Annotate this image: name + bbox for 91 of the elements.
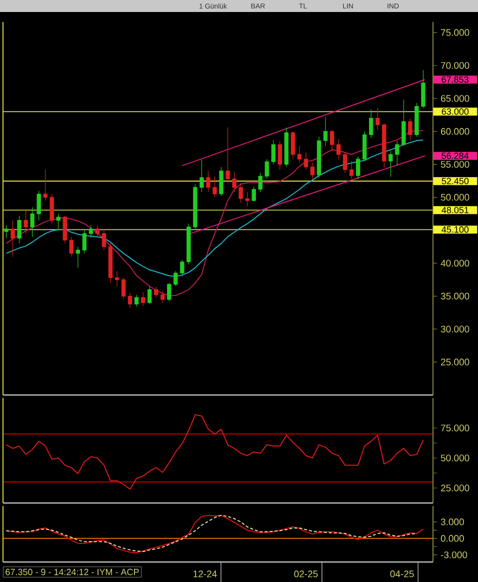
- y-tick-label: 35.000: [440, 292, 470, 300]
- annotation: 67.853: [442, 76, 468, 83]
- candlestick: [186, 223, 191, 265]
- candlestick: [102, 228, 106, 250]
- candlestick: [69, 236, 74, 257]
- ref-line-label: 45.100: [442, 226, 469, 233]
- candlestick: [278, 140, 282, 170]
- candlestick: [304, 152, 308, 170]
- candlestick: [128, 292, 132, 308]
- candlestick: [36, 190, 41, 221]
- candlestick: [193, 184, 198, 230]
- candlestick: [167, 282, 172, 302]
- candlestick: [376, 107, 380, 130]
- candlestick: [17, 215, 22, 244]
- candlestick: [232, 172, 236, 192]
- candlestick: [290, 131, 296, 160]
- candlestick: [297, 146, 302, 163]
- candlestick: [414, 102, 419, 137]
- y-tick-label: 25.000: [441, 484, 470, 492]
- x-tick-label: 12-24: [194, 570, 217, 578]
- candlestick: [212, 176, 217, 198]
- candlestick: [382, 123, 386, 168]
- candlestick: [226, 127, 230, 184]
- candlestick: [206, 170, 210, 192]
- candlestick: [121, 277, 126, 300]
- candlestick: [62, 215, 67, 244]
- candlestick: [95, 224, 100, 238]
- candlestick: [421, 70, 426, 109]
- candlestick: [356, 156, 360, 180]
- candlestick: [219, 166, 224, 196]
- y-tick-label: 55.000: [440, 160, 470, 168]
- y-tick-label: 70.000: [441, 62, 470, 69]
- candlestick: [82, 230, 87, 254]
- y-tick-label: 3.000: [440, 518, 464, 526]
- y-tick-label: 50.000: [440, 454, 470, 462]
- x-tick-label: 04-25: [390, 570, 414, 578]
- candlestick: [200, 159, 204, 192]
- y-tick-label: 75.000: [441, 29, 470, 36]
- candlestick: [330, 130, 334, 152]
- candlestick: [56, 213, 60, 231]
- candlestick: [180, 260, 184, 277]
- candlestick: [284, 127, 288, 168]
- candlestick: [88, 224, 94, 238]
- candlestick: [154, 286, 158, 298]
- candlestick: [108, 243, 113, 284]
- y-tick-label: 40.000: [440, 260, 470, 267]
- candlestick: [114, 270, 120, 287]
- candlestick: [316, 136, 322, 178]
- candlestick: [134, 294, 139, 307]
- ref-line-label: 63.000: [442, 108, 469, 115]
- candlestick: [50, 194, 54, 224]
- candlestick: [258, 172, 262, 192]
- candlestick: [147, 286, 152, 304]
- y-tick-label: 25.000: [441, 358, 470, 366]
- candlestick: [245, 192, 250, 207]
- y-tick-label: 60.000: [441, 128, 470, 135]
- candlestick: [252, 186, 256, 202]
- candlestick: [342, 152, 348, 174]
- y-tick-label: 65.000: [441, 95, 470, 102]
- candlestick: [388, 150, 393, 178]
- candlestick: [30, 206, 34, 238]
- candlestick: [402, 99, 406, 146]
- candlestick: [395, 140, 400, 166]
- candlestick: [323, 116, 328, 146]
- y-tick-label: 50.000: [440, 194, 470, 201]
- text: 67.350 - 9 - 14:24:12 - IYM - ACP: [6, 568, 139, 576]
- ref-line-label: 52.450: [442, 178, 469, 184]
- candlestick: [349, 160, 354, 180]
- ref-line-label: 48.051: [442, 206, 469, 214]
- candlestick: [4, 224, 8, 238]
- candlestick: [408, 118, 412, 140]
- candlestick: [43, 169, 48, 201]
- candlestick: [76, 246, 80, 268]
- candlestick: [271, 140, 276, 165]
- annotation: 56.284: [442, 152, 469, 159]
- y-tick-label: 0.000: [440, 535, 464, 542]
- y-tick-label: 75.000: [441, 424, 470, 432]
- x-tick-label: 02-25: [294, 570, 318, 578]
- candlestick: [10, 220, 15, 257]
- candlestick: [369, 109, 374, 138]
- candlestick: [24, 210, 28, 234]
- candlestick: [336, 139, 341, 160]
- candlestick: [264, 158, 269, 180]
- y-tick-label: 30.000: [440, 326, 470, 332]
- candlestick: [160, 290, 165, 304]
- candlestick: [174, 270, 178, 287]
- candlestick: [238, 182, 243, 203]
- candlestick: [140, 292, 146, 306]
- y-tick-label: -3.000: [440, 551, 468, 558]
- candlestick: [310, 162, 315, 180]
- candlestick: [362, 131, 367, 162]
